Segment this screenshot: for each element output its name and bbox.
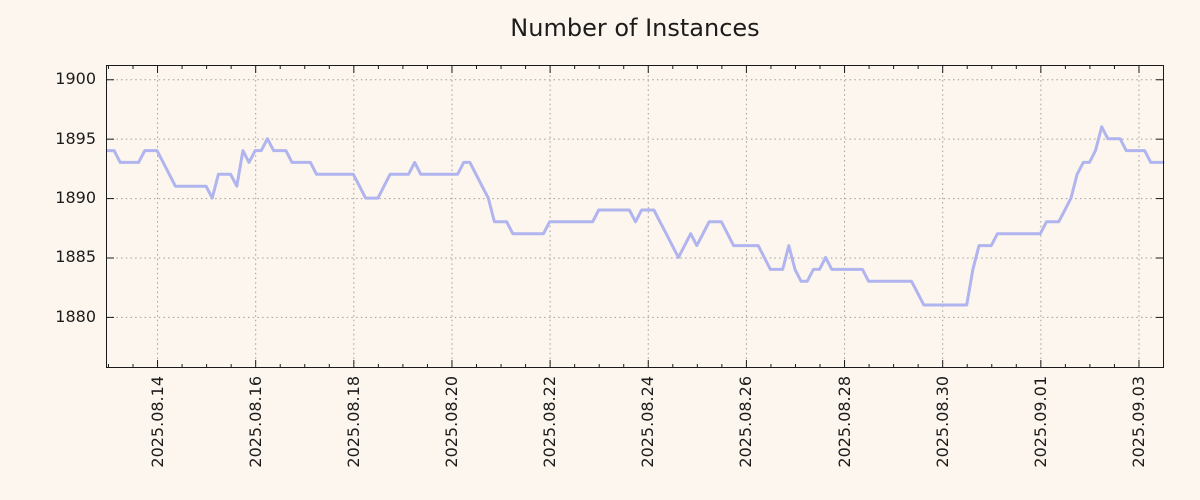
y-tick-label: 1895 — [55, 128, 96, 148]
x-tick-label: 2025.08.22 — [540, 376, 560, 468]
x-tick-label: 2025.08.14 — [147, 376, 167, 468]
x-tick-label: 2025.09.03 — [1128, 376, 1148, 468]
x-tick-label: 2025.08.16 — [245, 376, 265, 468]
x-tick-label: 2025.08.28 — [834, 376, 854, 468]
x-tick-label: 2025.09.01 — [1030, 376, 1050, 468]
y-tick-label: 1900 — [55, 69, 96, 89]
x-tick-label: 2025.08.18 — [343, 376, 363, 468]
y-tick-label: 1890 — [55, 188, 96, 208]
x-tick-label: 2025.08.26 — [736, 376, 756, 468]
y-tick-label: 1885 — [55, 247, 96, 267]
y-tick-label: 1880 — [55, 306, 96, 326]
plot-border — [106, 65, 1164, 368]
x-tick-label: 2025.08.24 — [638, 376, 658, 468]
x-tick-label: 2025.08.30 — [932, 376, 952, 468]
x-tick-label: 2025.08.20 — [441, 376, 461, 468]
chart-title: Number of Instances — [510, 14, 760, 42]
series-line — [106, 125, 1165, 307]
